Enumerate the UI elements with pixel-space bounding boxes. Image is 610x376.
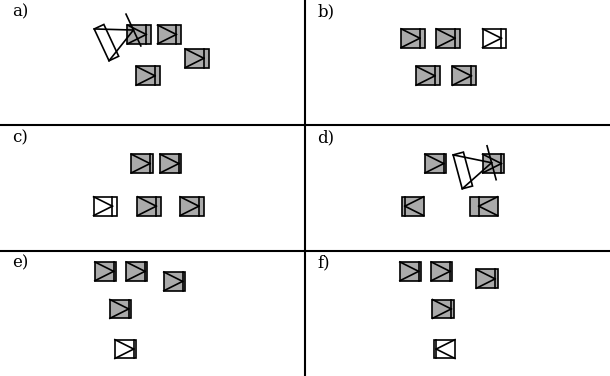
Polygon shape (185, 49, 209, 68)
Polygon shape (127, 25, 151, 44)
Polygon shape (483, 154, 504, 173)
Polygon shape (93, 197, 117, 215)
Text: e): e) (12, 255, 29, 271)
Polygon shape (94, 24, 119, 61)
Polygon shape (425, 154, 447, 173)
Polygon shape (453, 152, 473, 189)
Polygon shape (453, 67, 476, 85)
Polygon shape (160, 154, 181, 173)
Polygon shape (180, 197, 204, 215)
Polygon shape (483, 29, 506, 48)
Polygon shape (136, 67, 160, 85)
Text: f): f) (317, 255, 330, 271)
Polygon shape (126, 262, 148, 281)
Polygon shape (470, 197, 498, 215)
Polygon shape (163, 272, 185, 291)
Polygon shape (400, 262, 421, 281)
Polygon shape (131, 154, 152, 173)
Text: d): d) (317, 129, 334, 146)
Polygon shape (434, 340, 455, 358)
Polygon shape (157, 25, 181, 44)
Polygon shape (115, 340, 136, 358)
Polygon shape (416, 67, 440, 85)
Polygon shape (110, 300, 131, 318)
Polygon shape (436, 29, 460, 48)
Polygon shape (137, 197, 161, 215)
Polygon shape (476, 270, 498, 288)
Text: c): c) (12, 129, 28, 146)
Polygon shape (403, 197, 424, 215)
Text: a): a) (12, 4, 29, 21)
Polygon shape (95, 262, 116, 281)
Polygon shape (431, 262, 453, 281)
Text: b): b) (317, 4, 334, 21)
Polygon shape (432, 300, 454, 318)
Polygon shape (401, 29, 425, 48)
